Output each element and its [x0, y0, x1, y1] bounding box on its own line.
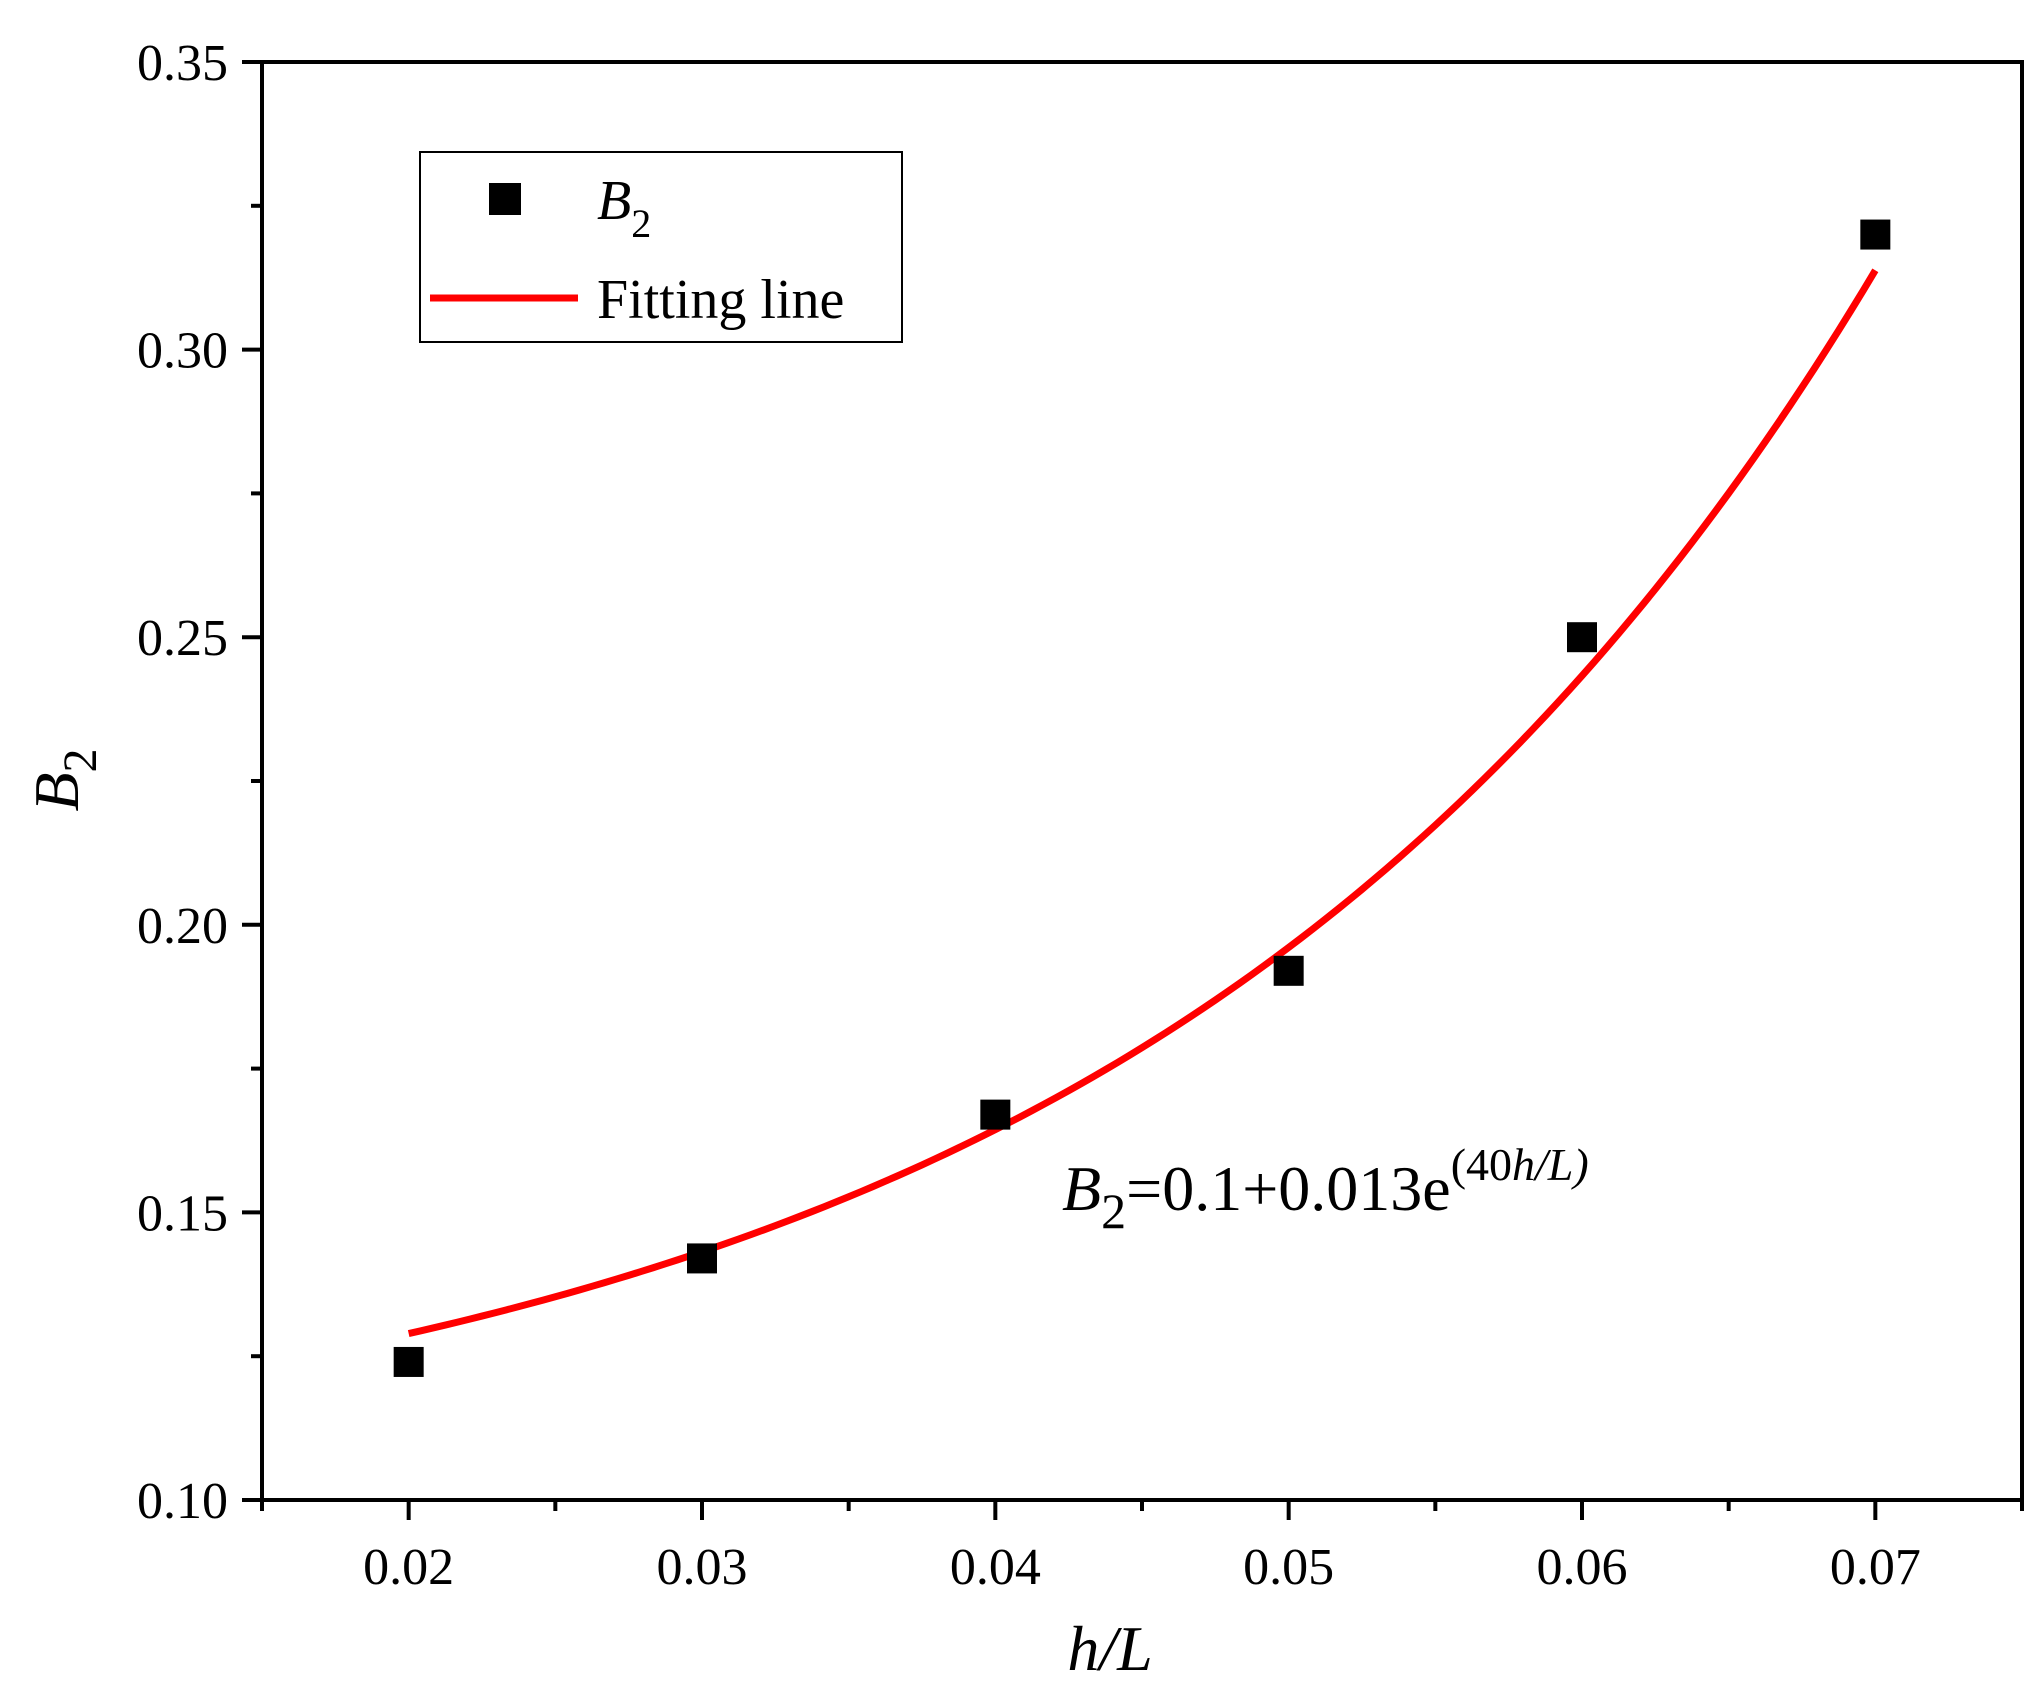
data-point	[1273, 955, 1304, 986]
data-point	[687, 1243, 717, 1274]
legend-label-fit: Fitting line	[597, 269, 844, 331]
x-tick-label: 0.07	[1830, 1539, 1921, 1596]
data-points	[393, 219, 1891, 1377]
data-point	[1567, 622, 1597, 653]
data-point	[393, 1346, 424, 1377]
y-tick-label: 0.35	[137, 35, 228, 92]
data-point	[980, 1099, 1011, 1130]
y-tick-label: 0.30	[137, 323, 228, 380]
y-tick-labels: 0.10 0.15 0.20 0.25 0.30 0.35	[137, 35, 228, 1530]
y-tick-label: 0.10	[137, 1473, 228, 1530]
fit-equation: B2=0.1+0.013e(40h/L)	[1062, 1139, 1589, 1239]
legend-marker-b2	[489, 183, 521, 215]
x-tick-labels: 0.02 0.03 0.04 0.05 0.06 0.07	[363, 1539, 1921, 1596]
y-tick-label: 0.25	[137, 610, 228, 667]
legend-label-b2: B2	[597, 170, 651, 246]
y-axis-title: B2	[21, 748, 107, 811]
x-tick-label: 0.02	[363, 1539, 454, 1596]
x-tick-label: 0.03	[657, 1539, 748, 1596]
plot-frame	[260, 60, 2024, 1502]
x-tick-label: 0.04	[950, 1539, 1041, 1596]
x-tick-label: 0.06	[1537, 1539, 1628, 1596]
y-tick-label: 0.15	[137, 1185, 228, 1242]
legend: B2 Fitting line	[419, 151, 903, 343]
data-point	[1860, 219, 1891, 250]
x-axis-title: h/L	[1067, 1613, 1152, 1684]
fitting-line	[407, 268, 1879, 1337]
y-tick-label: 0.20	[137, 898, 228, 955]
x-tick-label: 0.05	[1243, 1539, 1334, 1596]
